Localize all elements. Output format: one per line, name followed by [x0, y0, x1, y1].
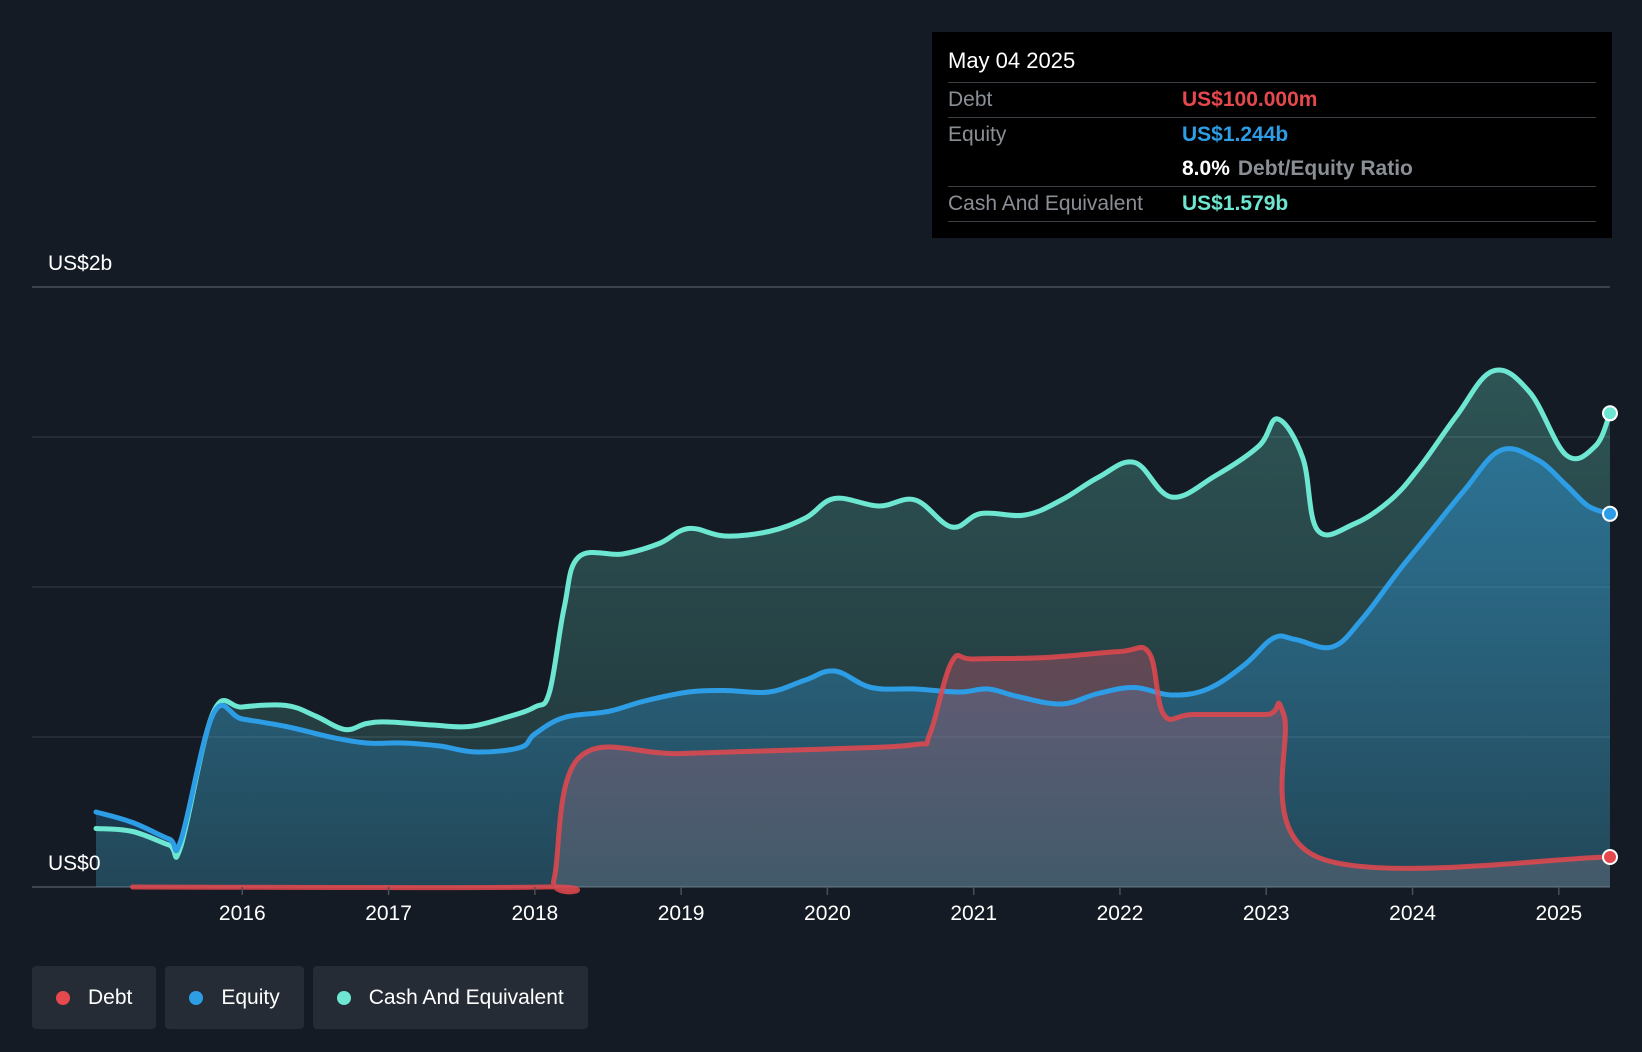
legend-item-debt[interactable]: Debt: [32, 966, 157, 1029]
chart-legend: Debt Equity Cash And Equivalent: [32, 966, 588, 1029]
legend-item-equity[interactable]: Equity: [165, 966, 304, 1029]
x-tick-label: 2017: [365, 902, 412, 925]
x-tick-label: 2024: [1389, 902, 1436, 925]
legend-label-equity: Equity: [221, 985, 280, 1009]
area-debt: [132, 647, 1611, 892]
tooltip-cash-value: US$1.579b: [1182, 192, 1289, 215]
tooltip-cash-label: Cash And Equivalent: [948, 192, 1143, 215]
series-lines: [93, 367, 1613, 895]
x-tick-label: 2021: [950, 902, 997, 925]
end-markers: [1602, 405, 1618, 865]
legend-item-cash[interactable]: Cash And Equivalent: [312, 966, 588, 1029]
x-tick-label: 2025: [1535, 902, 1582, 925]
line-debt: [130, 644, 1613, 895]
tooltip-ratio-label: Debt/Equity Ratio: [1237, 157, 1413, 180]
x-tick-label: 2023: [1243, 902, 1290, 925]
tooltip-ratio-value: 8.0%: [1182, 157, 1230, 180]
tooltip-row-cash: Cash And Equivalent US$1.579b: [948, 186, 1596, 222]
x-tick-label: 2019: [658, 902, 705, 925]
x-tick-label: 2018: [511, 902, 558, 925]
tooltip-row-ratio: 8.0% Debt/Equity Ratio: [948, 152, 1596, 186]
tooltip-debt-value: US$100.000m: [1182, 88, 1318, 111]
x-tick-label: 2020: [804, 902, 851, 925]
legend-dot-cash-icon: [336, 990, 351, 1005]
end-point-cash-and-equivalent: [1602, 405, 1618, 422]
legend-label-cash: Cash And Equivalent: [368, 985, 564, 1009]
tooltip-equity-label: Equity: [948, 123, 1007, 146]
tooltip-row-debt: Debt US$100.000m: [948, 82, 1596, 117]
end-point-debt: [1602, 849, 1618, 865]
y-axis-bottom-label: US$0: [48, 852, 101, 875]
tooltip-debt-label: Debt: [948, 88, 993, 111]
line-equity: [93, 446, 1613, 854]
legend-dot-debt-icon: [56, 990, 70, 1005]
legend-dot-equity-icon: [189, 990, 204, 1005]
end-point-equity: [1602, 505, 1618, 522]
x-axis-ticks: 2016 2017 2018 2019 2020 2021 2022 2023 2024 2025: [219, 887, 1582, 925]
x-tick-label: 2022: [1097, 902, 1144, 925]
x-tick-label: 2016: [219, 902, 266, 925]
series-areas: [96, 370, 1611, 892]
tooltip-date: May 04 2025: [948, 48, 1076, 73]
tooltip-row-equity: Equity US$1.244b: [948, 117, 1596, 152]
legend-label-debt: Debt: [88, 985, 133, 1009]
line-cash-and-equivalent: [93, 367, 1613, 860]
y-axis-top-label: US$2b: [48, 252, 112, 275]
data-tooltip: May 04 2025 Debt US$100.000m Equity US$1…: [932, 32, 1612, 238]
tooltip-equity-value: US$1.244b: [1182, 123, 1289, 146]
